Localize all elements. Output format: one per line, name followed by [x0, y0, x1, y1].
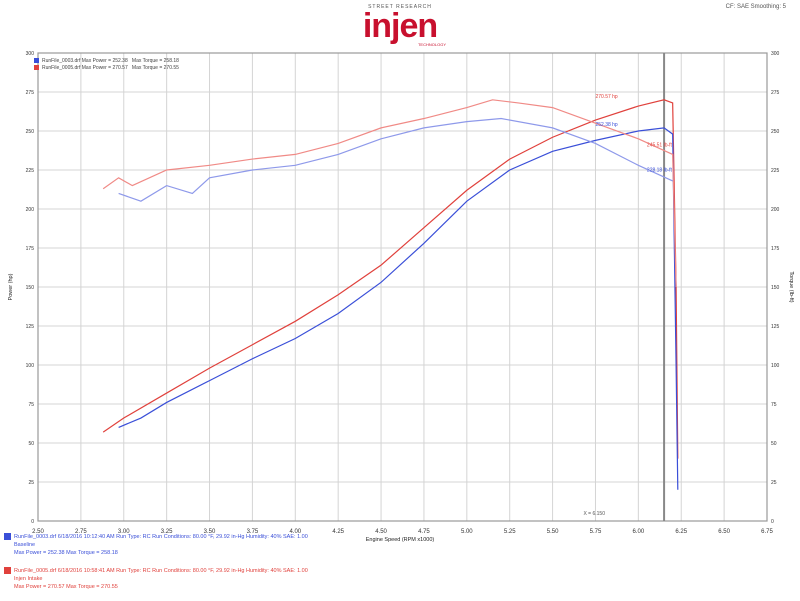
- y2-tick-label: 50: [771, 441, 777, 447]
- plot-frame: [37, 52, 768, 522]
- x-tick-label: 2.50: [32, 529, 44, 535]
- run-details: RunFile_0003.drf 6/18/2016 10:12:40 AM R…: [14, 534, 308, 540]
- y2-tick-label: 175: [771, 246, 780, 252]
- x-tick-label: 6.25: [675, 529, 687, 535]
- chart-legend: RunFile_0003.drf Max Power = 252.38 Max …: [34, 58, 179, 72]
- legend-entry-blue: RunFile_0003.drf Max Power = 252.38 Max …: [34, 58, 179, 65]
- legend-label: RunFile_0003.drf Max Power = 252.38: [42, 58, 128, 64]
- y-tick-label: 100: [26, 363, 35, 369]
- x-tick-label: 6.00: [633, 529, 645, 535]
- series-line-2: [102, 99, 677, 288]
- y-tick-label: 275: [26, 90, 35, 96]
- y-tick-label: 25: [28, 480, 34, 486]
- series-line-1: [118, 127, 679, 490]
- x-tick-label: 5.00: [461, 529, 473, 535]
- y2-tick-label: 200: [771, 207, 780, 213]
- value-annotation: 270.57 hp: [595, 94, 617, 100]
- value-annotation: 252.38 hp: [595, 122, 617, 128]
- x-tick-label: 5.25: [504, 529, 516, 535]
- y2-tick-label: 150: [771, 285, 780, 291]
- y2-axis-label: Torque (lb-ft): [788, 271, 794, 302]
- series-line-0: [102, 99, 679, 459]
- logo-tagline: STREET RESEARCH: [368, 4, 432, 10]
- y2-tick-label: 100: [771, 363, 780, 369]
- y-tick-label: 150: [26, 285, 35, 291]
- x-tick-label: 5.50: [547, 529, 559, 535]
- y2-tick-label: 25: [771, 480, 777, 486]
- value-annotation: 228.18 lb-ft: [647, 168, 673, 174]
- injen-logo: STREET RESEARCH injen TECHNOLOGY: [340, 4, 460, 48]
- run-details: RunFile_0005.drf 6/18/2016 10:58:41 AM R…: [14, 568, 308, 574]
- legend-torque: Max Torque = 270.55: [131, 65, 179, 71]
- y2-tick-label: 275: [771, 90, 780, 96]
- y-tick-label: 125: [26, 324, 35, 330]
- legend-entry-red: RunFile_0005.drf Max Power = 270.57 Max …: [34, 65, 179, 72]
- legend-swatch: [34, 58, 39, 64]
- x-tick-label: 6.75: [761, 529, 773, 535]
- y2-tick-label: 125: [771, 324, 780, 330]
- y-axis-label: Power (hp): [8, 273, 14, 300]
- series-line-3: [118, 117, 673, 202]
- run-swatch: [4, 533, 11, 541]
- x-axis-label: Engine Speed (RPM x1000): [366, 537, 435, 543]
- y-tick-label: 50: [28, 441, 34, 447]
- logo-subtext: TECHNOLOGY: [417, 42, 446, 47]
- x-tick-label: 5.75: [590, 529, 602, 535]
- logo-text: injen: [362, 7, 438, 45]
- y2-tick-label: 250: [771, 129, 780, 135]
- value-annotation: X = 6.150: [583, 511, 605, 517]
- x-tick-label: 4.50: [375, 529, 387, 535]
- x-tick-label: 3.75: [247, 529, 259, 535]
- y-tick-label: 250: [26, 129, 35, 135]
- x-tick-label: 2.75: [75, 529, 87, 535]
- run-info-red: RunFile_0005.drf 6/18/2016 10:58:41 AM R…: [4, 567, 308, 591]
- legend-torque: Max Torque = 258.18: [131, 58, 179, 64]
- y2-tick-label: 0: [771, 519, 774, 525]
- y-tick-label: 75: [28, 402, 34, 408]
- y2-tick-label: 225: [771, 168, 780, 174]
- x-tick-label: 3.25: [161, 529, 173, 535]
- run-max: Max Power = 270.57 Max Torque = 270.55: [14, 584, 118, 590]
- y-tick-label: 300: [26, 51, 35, 57]
- legend-swatch: [34, 65, 39, 71]
- x-tick-label: 3.00: [118, 529, 130, 535]
- y2-tick-label: 75: [771, 402, 777, 408]
- x-tick-label: 3.50: [204, 529, 216, 535]
- x-tick-label: 4.25: [332, 529, 344, 535]
- run-name: Baseline: [14, 542, 36, 548]
- value-annotation: 245.51 lb-ft: [647, 143, 673, 149]
- run-max: Max Power = 252.38 Max Torque = 258.18: [14, 550, 118, 556]
- y-tick-label: 175: [26, 246, 35, 252]
- y-tick-label: 0: [31, 519, 34, 525]
- y-tick-label: 200: [26, 207, 35, 213]
- y-tick-label: 225: [26, 168, 35, 174]
- correction-info: CF: SAE Smoothing: 5: [725, 4, 786, 10]
- run-info-blue: RunFile_0003.drf 6/18/2016 10:12:40 AM R…: [4, 533, 308, 557]
- run-swatch: [4, 567, 11, 575]
- run-name: Injen Intake: [14, 576, 43, 582]
- legend-label: RunFile_0005.drf Max Power = 270.57: [42, 65, 128, 71]
- y2-tick-label: 300: [771, 51, 780, 57]
- x-tick-label: 6.50: [718, 529, 730, 535]
- x-tick-label: 4.00: [289, 529, 301, 535]
- x-tick-label: 4.75: [418, 529, 430, 535]
